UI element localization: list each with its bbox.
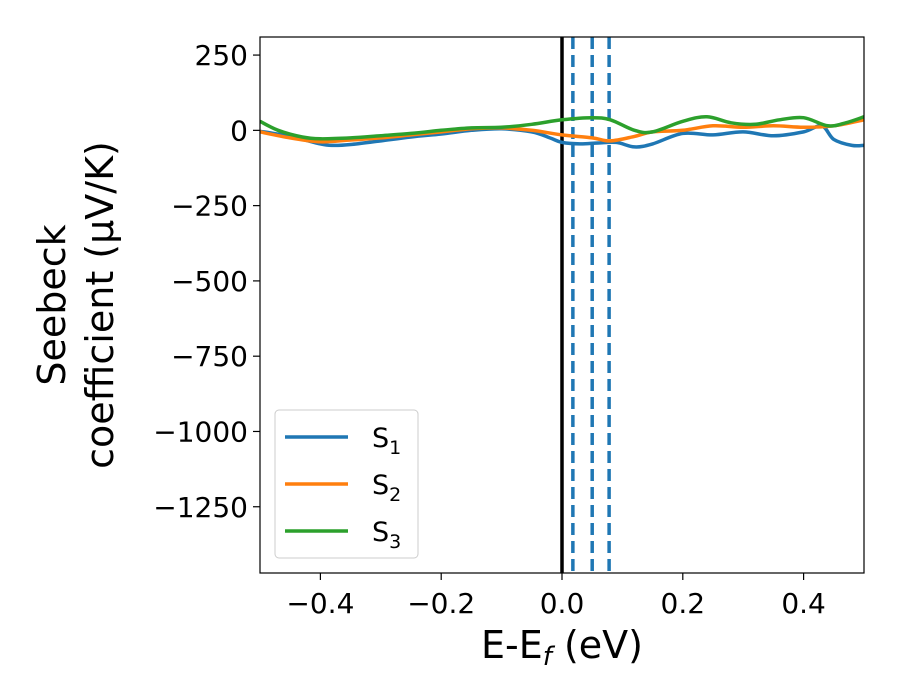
plot-frame bbox=[259, 36, 865, 574]
y-tick-label: −1250 bbox=[153, 491, 248, 524]
legend-label-s1: S1 bbox=[372, 423, 401, 459]
x-tick-label: −0.4 bbox=[286, 587, 354, 620]
series-layer bbox=[260, 115, 864, 149]
x-tick-label: 0.2 bbox=[661, 587, 706, 620]
series-line-s3 bbox=[260, 115, 864, 141]
y-axis-title: Seebeck coefficient (μV/K) bbox=[30, 141, 122, 469]
y-axis-title-line1: Seebeck bbox=[30, 224, 74, 385]
x-axis-title: E-Ef (eV) bbox=[481, 623, 643, 672]
y-axis-title-line2: coefficient (μV/K) bbox=[78, 141, 122, 469]
ticks-layer: −0.4 −0.2 0.0 0.2 0.4 250 0 −250 −500 −750 −1000 −1… bbox=[153, 39, 826, 620]
legend: S1 S2 S3 bbox=[274, 409, 419, 559]
legend-label-s2: S2 bbox=[372, 470, 401, 506]
y-tick-label: −750 bbox=[171, 340, 248, 373]
x-tick-label: 0.0 bbox=[540, 587, 585, 620]
y-tick-label: −250 bbox=[171, 190, 248, 223]
series-line-s2 bbox=[260, 118, 864, 144]
y-tick-label: −500 bbox=[171, 265, 248, 298]
y-tick-label: 250 bbox=[195, 39, 248, 72]
x-tick-label: −0.2 bbox=[407, 587, 475, 620]
legend-items: S1 S2 S3 bbox=[285, 423, 401, 553]
series-line-s1 bbox=[260, 123, 864, 149]
x-tick-label: 0.4 bbox=[781, 587, 826, 620]
y-tick-label: 0 bbox=[230, 114, 248, 147]
y-tick-label: −1000 bbox=[153, 415, 248, 448]
vertical-lines-layer bbox=[560, 37, 611, 573]
legend-label-s3: S3 bbox=[372, 517, 401, 553]
